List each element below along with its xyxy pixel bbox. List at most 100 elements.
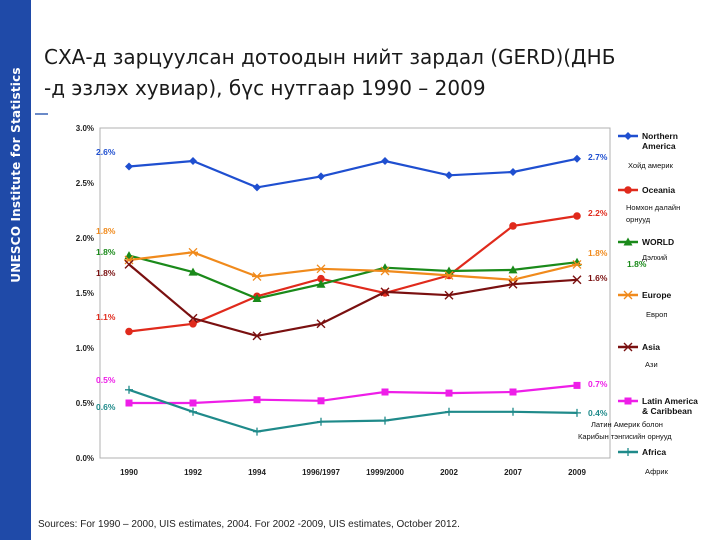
legend-entry: Asia Ази: [618, 342, 660, 369]
data-point: [572, 257, 582, 266]
data-point: [125, 162, 133, 171]
data-point: [572, 259, 582, 269]
data-point: [445, 389, 453, 397]
y-tick-label: 0.5%: [76, 399, 94, 408]
data-point: [623, 342, 633, 352]
title-line-1: СХА-д зарцуулсан дотоодын нийт зардал (G…: [44, 45, 616, 69]
data-point: [317, 172, 325, 181]
legend-entry: Oceania Номхон далайн орнууд: [618, 185, 680, 224]
data-point: [572, 275, 582, 285]
legend-label-mn: Дэлхий: [642, 253, 667, 262]
start-value-label: 2.6%: [96, 147, 116, 157]
y-tick-label: 0.0%: [76, 454, 94, 463]
data-point: [381, 416, 389, 425]
legend-entry: Africa Африк: [618, 447, 669, 476]
legend-entry: Latin America & Caribbean Латин Америк бол…: [578, 396, 698, 441]
data-point: [445, 171, 453, 180]
legend-label-mn: Европ: [646, 310, 667, 319]
plot-frame: [99, 127, 611, 459]
start-value-label: 1.1%: [96, 312, 116, 322]
data-point: [188, 247, 198, 257]
legend-label-mn: Номхон далайн орнууд: [626, 203, 680, 224]
data-point: [509, 168, 517, 176]
y-tick-label: 3.0%: [76, 124, 94, 133]
legend-label: Oceania: [642, 185, 675, 195]
end-value-label: 2.2%: [588, 208, 608, 218]
data-point: [253, 396, 261, 404]
data-point: [509, 407, 517, 416]
data-point: [444, 290, 454, 300]
title-accent: [35, 113, 48, 115]
legend-label: Africa: [642, 447, 666, 457]
start-value-label: 0.5%: [96, 375, 116, 385]
data-point: [252, 272, 262, 281]
x-tick-label: 2007: [504, 468, 522, 477]
series-line: [128, 251, 578, 281]
sources-note: Sources: For 1990 – 2000, UIS estimates,…: [38, 519, 460, 530]
legend-entry: Northern America Хойд америк: [618, 131, 678, 170]
data-point: [316, 279, 326, 288]
legend-label-mn: Африк: [645, 467, 669, 476]
data-point: [253, 427, 261, 436]
series-line: [129, 384, 578, 405]
data-point: [125, 327, 133, 336]
x-tick-label: 2002: [440, 468, 458, 477]
legend-entry: WORLD Дэлхий: [618, 237, 674, 262]
end-value-label: 0.4%: [588, 408, 608, 418]
data-point: [189, 399, 197, 407]
x-tick-label: 1994: [248, 468, 266, 477]
data-point: [317, 417, 325, 426]
y-tick-label: 2.5%: [76, 179, 94, 188]
end-value-label: 2.7%: [588, 152, 608, 162]
data-point: [445, 407, 453, 416]
series-line: [128, 214, 578, 333]
data-point: [317, 397, 325, 405]
data-point: [189, 320, 197, 328]
page-title: СХА-д зарцуулсан дотоодын нийт зардал (G…: [44, 42, 704, 104]
y-tick-label: 2.0%: [76, 234, 94, 243]
data-point: [624, 132, 632, 140]
x-tick-label: 1990: [120, 468, 138, 477]
sidebar-label: UNESCO Institute for Statistics: [9, 67, 23, 283]
data-point: [252, 294, 262, 302]
legend-label: Latin America & Caribbean: [642, 396, 698, 416]
data-point: [380, 266, 390, 276]
data-point: [188, 267, 198, 276]
data-point: [189, 407, 197, 416]
data-point: [380, 287, 390, 297]
data-point: [444, 270, 454, 280]
series-africa: 0.6% 0.4%: [96, 385, 608, 436]
data-point: [252, 331, 262, 341]
legend-label: Northern America: [642, 131, 678, 151]
series-line: [128, 157, 578, 189]
y-tick-label: 1.0%: [76, 344, 94, 353]
end-value-label: 1.8%: [627, 259, 647, 269]
x-tick-label: 1996/1997: [302, 468, 340, 477]
series-world: 1.8% 1.8%: [96, 247, 647, 302]
start-value-label: 1.8%: [96, 226, 116, 236]
data-point: [623, 290, 633, 300]
legend-label: Asia: [642, 342, 660, 352]
data-point: [509, 222, 517, 230]
legend-label-mn: Хойд америк: [628, 161, 674, 170]
data-point: [624, 448, 632, 456]
legend-label: WORLD: [642, 237, 674, 247]
start-value-label: 1.8%: [96, 247, 116, 257]
series-northern-america: 2.6% 2.7%: [96, 147, 608, 192]
data-point: [124, 251, 134, 260]
data-point: [509, 388, 517, 396]
series-line: [128, 388, 578, 433]
legend-label-mn: Латин Америк болон Карибын тэнгисийн орну…: [578, 420, 672, 441]
x-tick-label: 2009: [568, 468, 586, 477]
title-line-2: -д эзлэх хувиар), бүс нутгаар 1990 – 200…: [44, 76, 486, 100]
line-chart: 0.0% 0.5% 1.0% 1.5% 2.0% 2.5% 3.0% 1990 1992 1994…: [76, 124, 698, 477]
y-tick-label: 1.5%: [76, 289, 94, 298]
series-line: [128, 263, 578, 338]
data-point: [189, 157, 197, 165]
end-value-label: 1.8%: [588, 248, 608, 258]
data-point: [253, 183, 261, 192]
series-asia: 1.8% 1.6%: [96, 259, 608, 341]
data-point: [188, 313, 198, 323]
data-point: [508, 279, 518, 289]
legend-label: Europe: [642, 290, 672, 300]
